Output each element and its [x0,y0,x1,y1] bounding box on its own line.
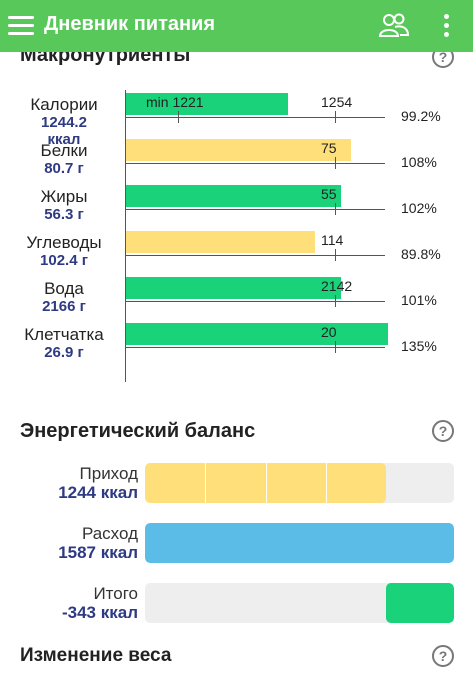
macro-percent: 108% [401,154,437,170]
energy-label: Расход 1587 ккал [58,524,138,562]
energy-balance-title: Энергетический баланс [20,420,256,442]
energy-bar-track [145,583,454,623]
macro-percent: 102% [401,200,437,216]
energy-segment-divider [205,463,206,503]
energy-segment-divider [326,463,327,503]
macro-label: Калории 1244.2 ккал [6,95,122,148]
more-options-icon[interactable] [437,12,457,40]
macro-value: 56.3 г [44,206,84,223]
target-label: 75 [321,140,337,156]
macro-unit: ккал [47,131,81,148]
macro-bar [126,93,288,115]
macro-bar [126,231,315,253]
macros-axis [125,90,126,382]
energy-bar-track [145,523,454,563]
macro-value: 80.7 г [44,160,84,177]
energy-bar-fill [145,523,454,563]
target-tick [335,157,336,169]
target-label: 55 [321,186,337,202]
macro-name: Белки [40,141,88,160]
macro-value: 2166 г [42,298,86,315]
energy-value: -343 ккал [61,603,138,622]
macro-name: Калории [30,95,98,114]
macro-percent: 89.8% [401,246,441,262]
target-label: 1254 [321,94,353,110]
energy-name: Итого [93,584,138,603]
app-title: Дневник питания [44,13,216,35]
energy-value: 1587 ккал [58,543,138,562]
energy-bar-fill [145,463,386,503]
target-label: 114 [321,232,344,248]
macro-baseline [125,209,385,210]
min-tick [178,111,179,123]
macro-percent: 101% [401,292,437,308]
target-tick [335,341,336,353]
target-tick [335,295,336,307]
target-tick [335,203,336,215]
macro-name: Клетчатка [24,325,104,344]
target-tick [335,111,336,123]
energy-name: Приход [79,464,138,483]
macro-label: Углеводы 102.4 г [6,233,122,269]
macro-label: Клетчатка 26.9 г [6,325,122,361]
macro-percent: 135% [401,338,437,354]
app-bar: Дневник питания [0,0,473,52]
macro-value: 1244.2 [41,114,87,131]
macro-baseline [125,255,385,256]
macro-label: Жиры 56.3 г [6,187,122,223]
energy-bar-track [145,463,454,503]
macro-bar [126,185,341,207]
target-label: 2142 [321,278,353,294]
macro-name: Вода [44,279,84,298]
energy-segment-divider [266,463,267,503]
energy-balance-help-icon[interactable]: ? [432,420,454,442]
target-label: 20 [321,324,337,340]
energy-bar-fill [386,583,454,623]
macro-bar [126,139,351,161]
energy-label: Приход 1244 ккал [58,464,138,502]
macro-value: 102.4 г [40,252,88,269]
energy-name: Расход [81,524,138,543]
macro-percent: 99.2% [401,108,441,124]
energy-value: 1244 ккал [58,483,138,502]
weight-change-help-icon[interactable]: ? [432,645,454,667]
people-icon[interactable] [378,11,410,41]
macro-bar [126,277,341,299]
macro-name: Углеводы [26,233,102,252]
macro-baseline [125,163,385,164]
menu-icon[interactable] [8,13,34,37]
weight-change-title: Изменение веса [20,645,172,666]
target-tick [335,249,336,261]
energy-label: Итого -343 ккал [62,584,138,622]
macro-label: Белки 80.7 г [6,141,122,177]
macro-value: 26.9 г [44,344,84,361]
macro-baseline [125,117,385,118]
macro-baseline [125,347,385,348]
min-label: min 1221 [146,94,204,110]
macro-label: Вода 2166 г [6,279,122,315]
macro-baseline [125,301,385,302]
macro-name: Жиры [40,187,88,206]
macro-bar [126,323,388,345]
